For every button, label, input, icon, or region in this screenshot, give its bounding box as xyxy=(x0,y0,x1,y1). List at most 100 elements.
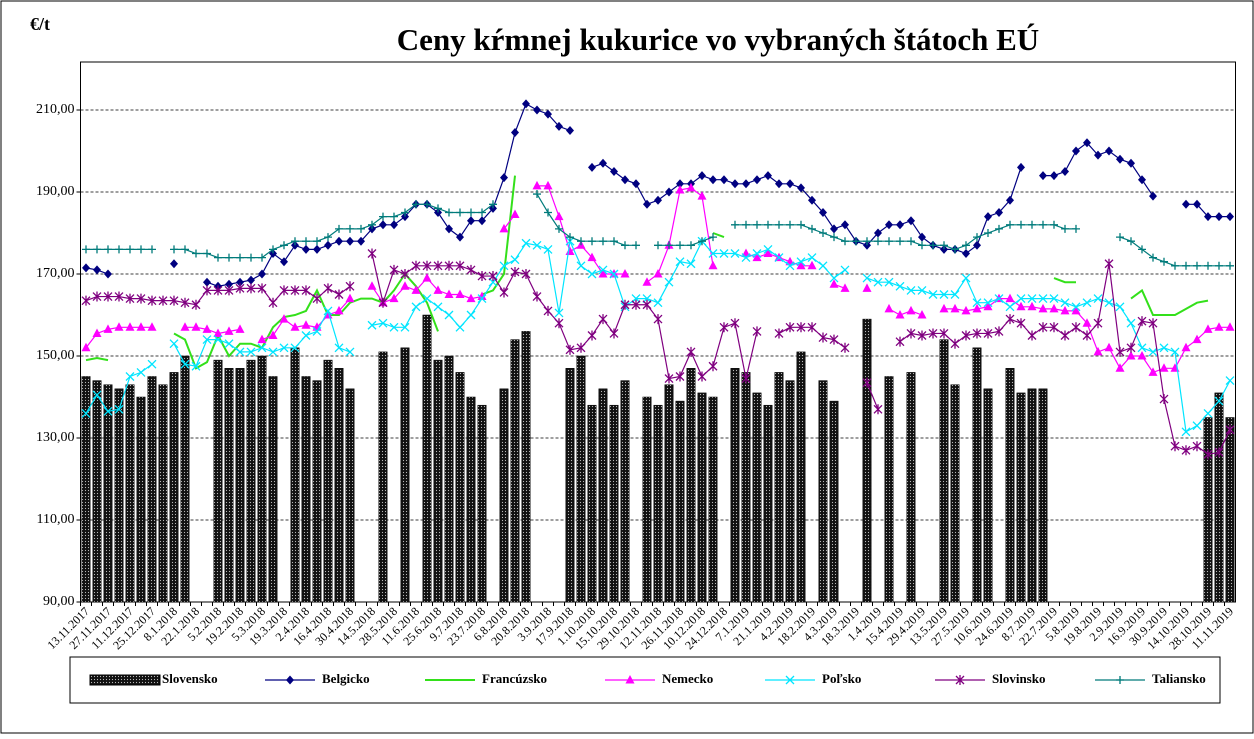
marker xyxy=(378,297,388,308)
marker xyxy=(955,675,965,685)
marker xyxy=(686,182,696,192)
marker xyxy=(301,285,311,296)
marker xyxy=(884,277,894,287)
marker xyxy=(807,322,817,333)
marker xyxy=(455,260,465,271)
marker xyxy=(686,259,696,269)
marker xyxy=(82,263,90,273)
series-line xyxy=(85,357,109,362)
marker xyxy=(994,326,1004,337)
marker xyxy=(444,289,454,298)
marker xyxy=(1082,330,1092,341)
marker xyxy=(445,208,453,217)
marker xyxy=(829,334,839,345)
marker xyxy=(444,260,454,271)
bar xyxy=(466,396,476,603)
bar xyxy=(939,339,949,603)
legend-swatch xyxy=(89,674,161,686)
marker xyxy=(796,322,806,333)
marker xyxy=(752,249,762,258)
bar xyxy=(268,376,278,603)
marker xyxy=(686,346,696,357)
marker xyxy=(840,265,850,275)
marker xyxy=(1181,427,1191,437)
marker xyxy=(1159,394,1169,405)
marker xyxy=(588,237,596,246)
bar xyxy=(763,404,773,603)
marker xyxy=(214,253,222,262)
marker xyxy=(642,299,652,310)
marker xyxy=(896,220,904,230)
marker xyxy=(1050,220,1058,229)
marker xyxy=(576,342,586,353)
marker xyxy=(885,220,893,230)
marker xyxy=(1006,220,1014,229)
marker xyxy=(1192,334,1202,344)
bar xyxy=(345,388,355,603)
series xyxy=(81,248,1235,460)
marker xyxy=(1203,324,1213,333)
marker xyxy=(280,241,288,250)
marker xyxy=(587,269,597,279)
marker xyxy=(918,232,926,242)
bar xyxy=(664,384,674,603)
series-line xyxy=(206,102,571,287)
marker xyxy=(1005,293,1015,303)
marker xyxy=(510,266,520,277)
marker xyxy=(1149,253,1157,262)
marker xyxy=(1104,298,1114,308)
marker xyxy=(874,228,882,238)
marker xyxy=(136,293,146,304)
marker xyxy=(1016,294,1026,304)
marker xyxy=(609,269,619,279)
marker xyxy=(389,322,399,332)
marker xyxy=(741,253,751,263)
bar xyxy=(675,400,685,603)
marker xyxy=(521,269,531,279)
bar xyxy=(686,368,696,603)
bar xyxy=(125,384,135,603)
marker xyxy=(411,285,421,294)
marker xyxy=(81,408,91,418)
marker xyxy=(1214,447,1224,458)
marker xyxy=(973,240,981,250)
marker xyxy=(1017,162,1025,172)
marker xyxy=(323,283,333,294)
legend-label: Nemecko xyxy=(662,671,713,686)
marker xyxy=(521,238,531,248)
bar xyxy=(224,368,234,603)
marker xyxy=(917,285,927,295)
marker xyxy=(587,252,597,262)
marker xyxy=(224,339,234,349)
marker xyxy=(1127,158,1135,168)
marker xyxy=(390,220,398,230)
marker xyxy=(180,297,190,308)
marker xyxy=(752,326,762,337)
marker xyxy=(302,237,310,246)
marker xyxy=(213,285,223,296)
marker xyxy=(1049,294,1059,304)
marker xyxy=(224,285,234,296)
legend-label: Belgicko xyxy=(322,671,370,686)
bar xyxy=(950,384,960,603)
marker xyxy=(389,264,399,275)
marker xyxy=(335,224,343,233)
marker xyxy=(862,273,872,283)
marker xyxy=(654,241,662,250)
y-axis-label: €/t xyxy=(30,14,50,34)
marker xyxy=(148,245,156,254)
marker xyxy=(709,175,717,185)
marker xyxy=(928,328,938,339)
bar xyxy=(1038,388,1048,603)
marker xyxy=(1159,343,1169,353)
marker xyxy=(774,253,784,263)
marker xyxy=(972,298,982,308)
series-line xyxy=(866,276,1231,433)
marker xyxy=(334,343,344,353)
marker xyxy=(698,171,706,181)
marker xyxy=(676,179,684,189)
bar xyxy=(301,376,311,603)
marker xyxy=(829,273,839,283)
bar xyxy=(103,384,113,603)
marker xyxy=(368,220,376,229)
